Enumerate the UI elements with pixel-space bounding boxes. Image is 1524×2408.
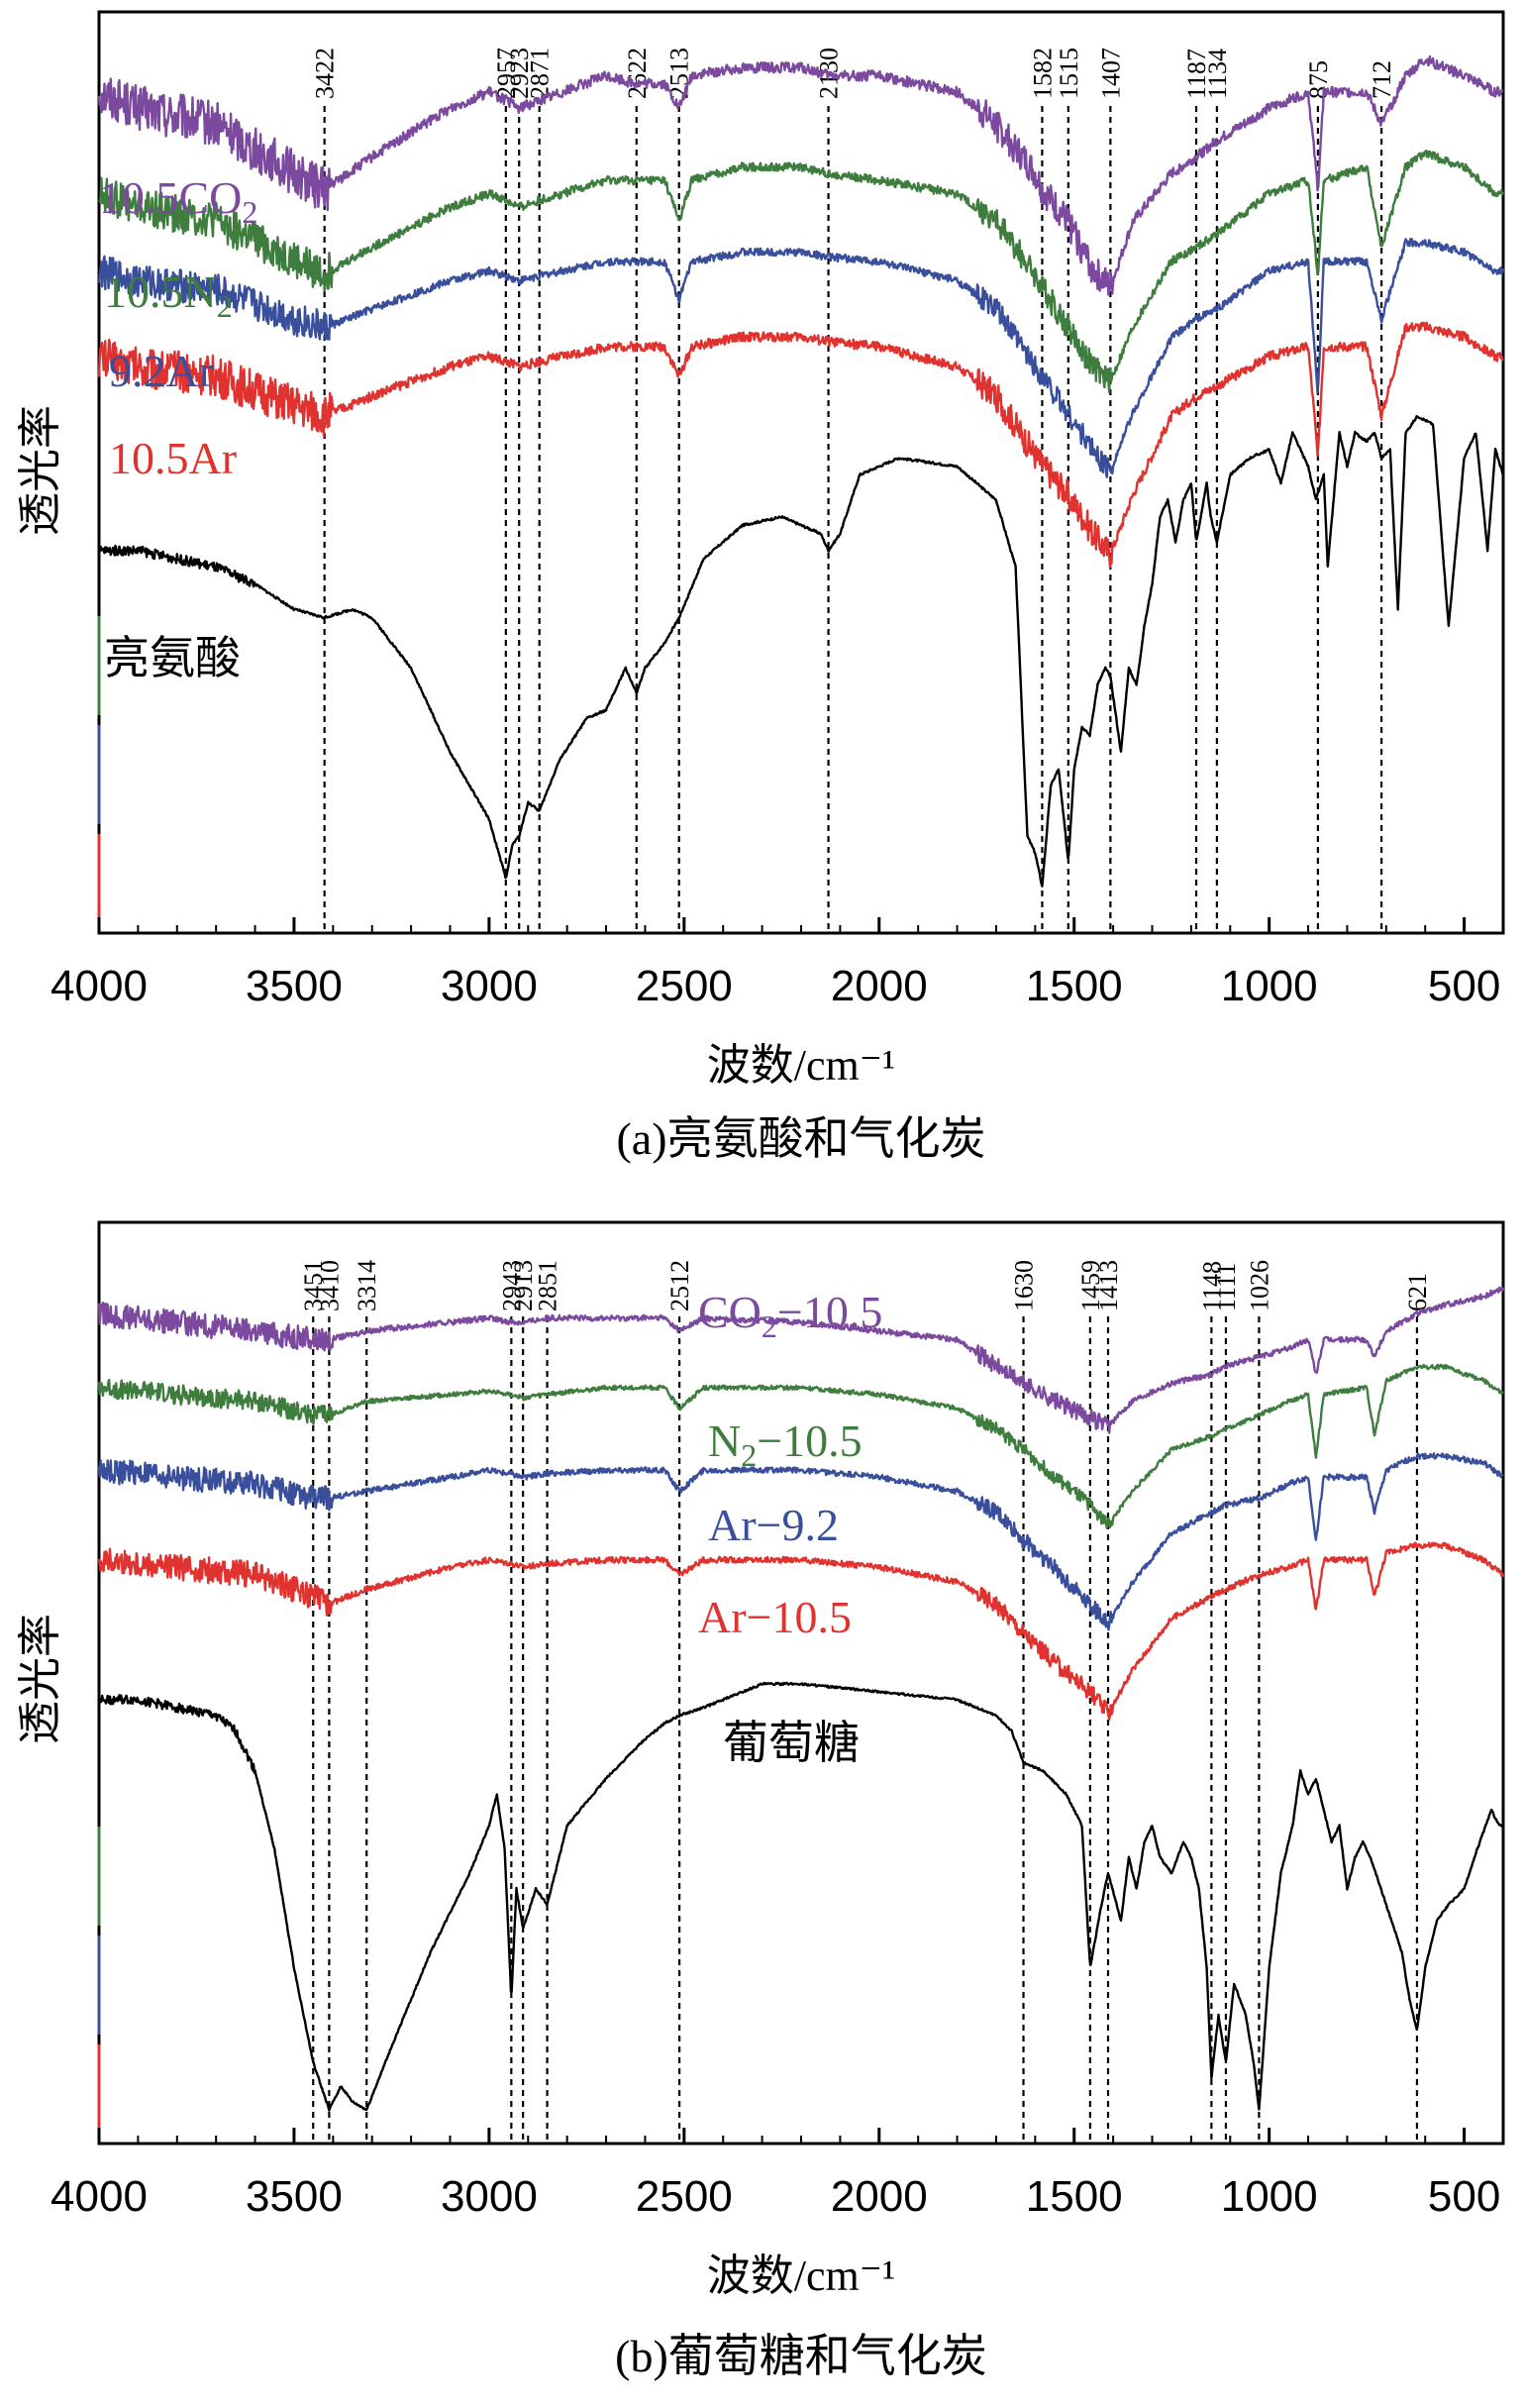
peak-label: 3451 [299,1260,328,1311]
peak-label: 1515 [1055,48,1083,99]
series-line [97,54,1504,296]
panel-caption: (b)葡萄糖和气化炭 [615,2331,987,2381]
x-tick-label: 1000 [1221,2172,1318,2221]
peak-label: 2943 [497,1260,526,1311]
series-label: Ar−9.2 [708,1500,839,1550]
series-label: 葡萄糖 [723,1718,860,1768]
peak-label: 3410 [315,1260,344,1311]
peak-label: 3314 [353,1260,381,1311]
peak-label: 1459 [1076,1260,1105,1311]
series-label: CO2−10.5 [698,1287,882,1344]
x-tick-label: 3000 [441,962,538,1010]
series-line [98,150,1505,394]
peak-label: 2871 [526,48,555,99]
series-label: 亮氨酸 [104,633,241,683]
series-line [97,1541,1505,1722]
series-label: 10.5Ar [109,433,237,483]
peak-label: 3422 [311,48,340,99]
series-label: N2−10.5 [708,1415,863,1473]
x-tick-label: 1000 [1221,962,1318,1010]
peak-label: 2923 [505,48,534,99]
series-label: 10.5N2 [104,266,233,324]
peak-label: 2622 [623,48,652,99]
y-axis-title: 透光率 [15,1614,65,1744]
x-axis-title: 波数/cm⁻¹ [707,1041,895,1090]
series-label: 10.5CO2 [99,172,257,230]
peak-label: 1026 [1245,1260,1273,1311]
series-line [97,415,1505,888]
peak-label: 1134 [1203,49,1232,99]
peak-label: 1407 [1096,48,1125,99]
peak-label: 712 [1368,60,1396,99]
series-line [97,1452,1504,1631]
x-tick-label: 2500 [636,2172,733,2221]
x-tick-label: 500 [1428,962,1500,1010]
x-tick-label: 4000 [51,962,148,1010]
series-line [97,1286,1505,1434]
peak-label: 2913 [509,1260,538,1311]
peak-label: 2851 [534,1260,562,1311]
series-label: Ar−10.5 [698,1592,852,1642]
x-tick-label: 3500 [246,2172,343,2221]
series-line [97,1363,1504,1529]
series-line [97,321,1504,569]
x-tick-label: 1500 [1026,962,1123,1010]
peak-label: 1413 [1094,1260,1123,1311]
x-tick-label: 3000 [441,2172,538,2221]
x-tick-label: 2500 [636,962,733,1010]
y-axis-title: 透光率 [15,405,65,536]
peak-label: 1187 [1182,49,1211,99]
peak-label: 2512 [665,1260,694,1311]
x-tick-label: 2000 [831,962,928,1010]
peak-label: 621 [1403,1273,1432,1311]
peak-label: 1630 [1010,1260,1039,1311]
peak-label: 1111 [1212,1263,1241,1311]
x-tick-label: 2000 [831,2172,928,2221]
peak-label: 1582 [1028,48,1057,99]
plot-frame [97,10,1505,935]
series-line [97,238,1505,478]
series-line [98,1681,1504,2112]
x-tick-label: 4000 [51,2172,148,2221]
x-tick-label: 1500 [1026,2172,1123,2221]
series-label: 9.2Ar [109,346,214,396]
panel-caption: (a)亮氨酸和气化炭 [616,1113,985,1164]
peak-label: 1148 [1197,1261,1226,1311]
x-tick-label: 500 [1428,2172,1500,2221]
x-axis-title: 波数/cm⁻¹ [707,2251,895,2300]
x-tick-label: 3500 [246,962,343,1010]
